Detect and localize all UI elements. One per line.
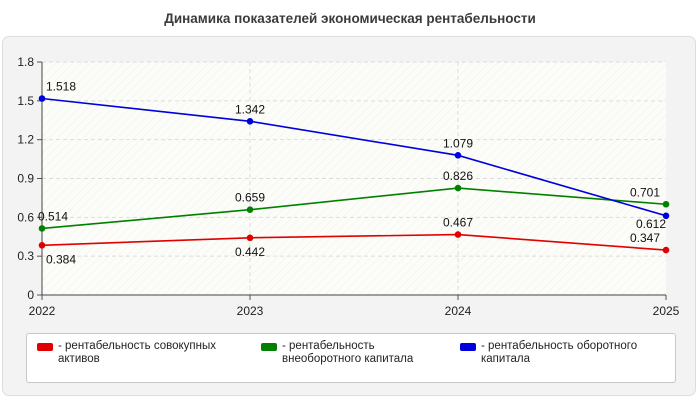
data-label: 0.826 [443, 169, 473, 183]
data-label: 1.518 [46, 80, 76, 94]
series-line-3 [41, 97, 667, 217]
data-label: 0.659 [235, 191, 265, 205]
x-tick-label: 2023 [237, 304, 264, 318]
data-point [38, 95, 46, 102]
y-tick-label: 1.2 [17, 133, 34, 147]
data-point [454, 184, 462, 192]
x-tick-label: 2025 [653, 304, 680, 318]
legend-swatch-series-3 [460, 343, 476, 351]
data-label: 1.079 [443, 136, 473, 150]
series-line-2 [41, 187, 667, 230]
data-label: 0.612 [636, 217, 666, 231]
data-point [246, 234, 254, 242]
x-tick-label: 2024 [445, 304, 472, 318]
data-label: 0.514 [38, 209, 68, 223]
data-point [38, 225, 46, 232]
series-line-1 [41, 233, 667, 251]
x-tick-label: 2022 [29, 304, 56, 318]
data-point [38, 241, 46, 249]
data-point [246, 117, 254, 125]
chart-legend: - рентабельность совокупных активов - ре… [26, 333, 676, 383]
data-point [662, 212, 670, 220]
y-tick-label: 0 [27, 288, 34, 302]
data-label: 0.347 [630, 231, 660, 245]
data-point [662, 246, 670, 254]
legend-label-series-3: - рентабельность оборотного капитала [481, 340, 638, 365]
data-point [454, 231, 462, 238]
y-tick-label: 1.8 [17, 55, 34, 69]
data-point [246, 206, 254, 213]
legend-swatch-series-1 [37, 343, 53, 351]
y-tick-label: 1.5 [17, 94, 34, 108]
data-label: 0.442 [235, 245, 265, 259]
y-tick-label: 0.9 [17, 172, 34, 186]
data-point [454, 152, 462, 159]
data-label: 0.384 [46, 252, 76, 266]
data-point [662, 200, 670, 208]
y-tick-label: 0.6 [17, 210, 34, 224]
data-label: 1.342 [235, 102, 265, 116]
data-label: 0.467 [443, 216, 473, 230]
legend-swatch-series-2 [261, 343, 277, 351]
y-tick-label: 0.3 [17, 249, 34, 263]
legend-label-series-2: - рентабельность внеоборотного капитала [282, 340, 414, 365]
legend-label-series-1: - рентабельность совокупных активов [58, 340, 216, 365]
chart-title: Динамика показателей экономическая рента… [164, 11, 536, 26]
data-label: 0.701 [630, 185, 660, 199]
